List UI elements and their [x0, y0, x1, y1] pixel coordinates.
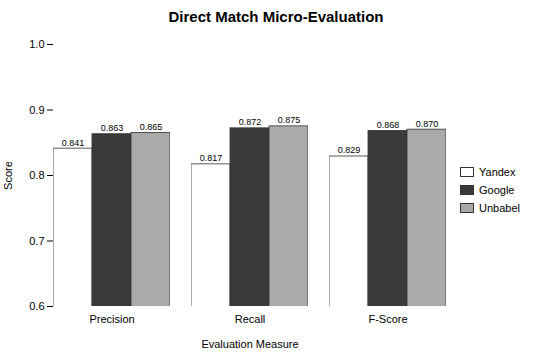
svg-text:0.6: 0.6: [29, 300, 44, 312]
svg-text:Precision: Precision: [89, 313, 134, 325]
html-text:Direct Match Micro-Evaluation: Direct Match Micro-Evaluation: [168, 8, 384, 25]
html-text:Google: Google: [479, 184, 515, 196]
svg-text:F-Score: F-Score: [368, 313, 407, 325]
svg-text:Score: Score: [2, 161, 14, 190]
svg-text:Evaluation Measure: Evaluation Measure: [201, 338, 298, 350]
svg-text:1.0: 1.0: [29, 38, 44, 50]
svg-text:0.865: 0.865: [140, 122, 163, 132]
svg-text:0.9: 0.9: [29, 104, 44, 116]
svg-text:0.870: 0.870: [416, 119, 439, 129]
svg-text:0.817: 0.817: [200, 153, 223, 163]
svg-text:0.7: 0.7: [29, 235, 44, 247]
svg-text:Recall: Recall: [235, 313, 266, 325]
html-text:Yandex: Yandex: [479, 166, 516, 178]
html-text:Unbabel: Unbabel: [479, 202, 520, 214]
svg-text:0.872: 0.872: [239, 117, 262, 127]
svg-text:0.8: 0.8: [29, 169, 44, 181]
svg-text:0.829: 0.829: [338, 145, 361, 155]
svg-text:0.868: 0.868: [377, 120, 400, 130]
svg-text:0.875: 0.875: [278, 115, 301, 125]
svg-text:0.863: 0.863: [101, 123, 124, 133]
svg-text:0.841: 0.841: [62, 138, 85, 148]
